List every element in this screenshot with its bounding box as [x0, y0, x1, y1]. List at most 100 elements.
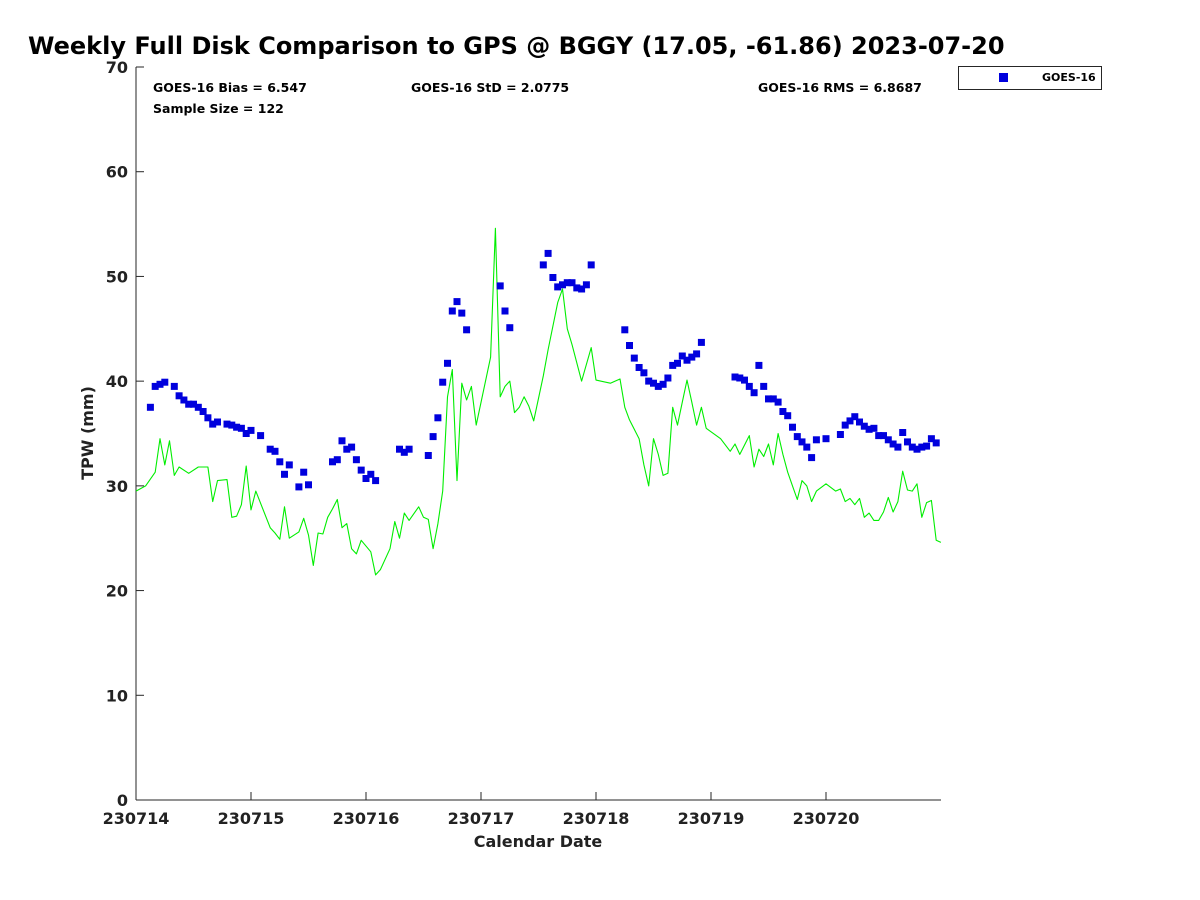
data-point: [444, 359, 451, 367]
data-point: [621, 326, 629, 334]
y-tick-label: 70: [106, 58, 128, 77]
y-tick-label: 30: [106, 477, 128, 496]
data-point: [688, 353, 696, 361]
x-axis-ticks: 230714 230715 230716 230717 230718 230719 2307…: [103, 792, 859, 828]
y-tick-label: 0: [117, 791, 128, 810]
data-point: [640, 369, 648, 377]
data-point: [674, 359, 681, 367]
data-point: [856, 418, 863, 426]
data-point: [884, 436, 892, 444]
data-point: [281, 470, 288, 478]
data-point: [266, 445, 274, 453]
legend-label-goes16: GOES-16: [1042, 71, 1096, 84]
data-point: [343, 445, 351, 453]
data-point: [563, 279, 571, 287]
data-point: [439, 378, 447, 386]
data-point: [549, 274, 557, 281]
y-tick-label: 20: [106, 582, 128, 601]
data-point: [242, 430, 250, 437]
data-point: [745, 382, 753, 390]
data-point: [880, 432, 887, 440]
data-point: [578, 285, 586, 293]
data-point: [865, 425, 873, 433]
data-point: [276, 458, 284, 466]
data-point: [635, 364, 643, 371]
series-goes16-points: [146, 249, 940, 491]
y-tick-label: 50: [106, 267, 128, 286]
legend: GOES-16: [958, 66, 1102, 90]
data-point: [405, 445, 413, 453]
data-point: [587, 261, 595, 269]
data-point: [793, 433, 801, 441]
data-point: [151, 382, 159, 390]
data-point: [506, 324, 514, 332]
data-point: [185, 400, 193, 408]
data-point: [784, 412, 792, 420]
data-point: [175, 392, 183, 400]
data-point: [554, 283, 562, 291]
data-point: [683, 356, 691, 364]
data-point: [329, 458, 336, 466]
data-point: [237, 424, 245, 432]
rms-stat: GOES-16 RMS = 6.8687: [758, 80, 922, 95]
data-point: [573, 284, 581, 292]
data-point: [223, 420, 231, 428]
data-point: [559, 281, 566, 289]
data-point: [894, 443, 902, 451]
data-point: [630, 354, 638, 362]
data-point: [736, 374, 744, 382]
legend-marker-goes16: [999, 73, 1008, 82]
x-tick-label: 230717: [448, 809, 515, 828]
data-point: [257, 432, 265, 440]
data-point: [731, 373, 739, 381]
data-point: [789, 423, 796, 431]
data-point: [851, 413, 859, 421]
data-point: [352, 456, 360, 464]
data-point: [750, 389, 758, 397]
data-point: [199, 408, 207, 415]
data-point: [899, 429, 907, 436]
data-point: [860, 422, 868, 430]
data-point: [429, 433, 437, 441]
data-point: [496, 282, 504, 290]
data-point: [271, 447, 279, 455]
data-point: [194, 403, 202, 411]
data-point: [650, 379, 657, 387]
data-point: [841, 421, 849, 429]
data-point: [396, 445, 403, 453]
data-point: [333, 456, 341, 464]
data-point: [228, 421, 236, 429]
data-point: [923, 442, 931, 450]
data-point: [453, 298, 461, 306]
data-point: [626, 342, 633, 349]
data-point: [875, 432, 883, 440]
data-point: [741, 376, 748, 384]
data-point: [659, 380, 667, 388]
data-point: [539, 261, 547, 269]
x-tick-label: 230719: [678, 809, 745, 828]
data-point: [161, 378, 169, 386]
x-tick-label: 230714: [103, 809, 170, 828]
data-point: [209, 420, 217, 428]
data-point: [180, 396, 188, 404]
data-point: [669, 361, 677, 369]
data-point: [918, 443, 926, 451]
data-point: [501, 307, 509, 315]
data-point: [889, 440, 897, 448]
data-point: [247, 426, 255, 434]
data-point: [904, 438, 911, 446]
x-tick-label: 230718: [563, 809, 630, 828]
data-point: [908, 443, 916, 451]
data-point: [769, 395, 777, 403]
data-point: [424, 452, 432, 459]
data-point: [870, 424, 878, 432]
data-point: [932, 439, 940, 447]
data-point: [170, 382, 178, 390]
data-point: [357, 466, 365, 474]
data-point: [305, 481, 312, 489]
data-point: [913, 445, 921, 453]
data-point: [822, 435, 830, 443]
y-tick-label: 40: [106, 372, 128, 391]
data-point: [664, 374, 672, 382]
data-point: [836, 431, 844, 438]
